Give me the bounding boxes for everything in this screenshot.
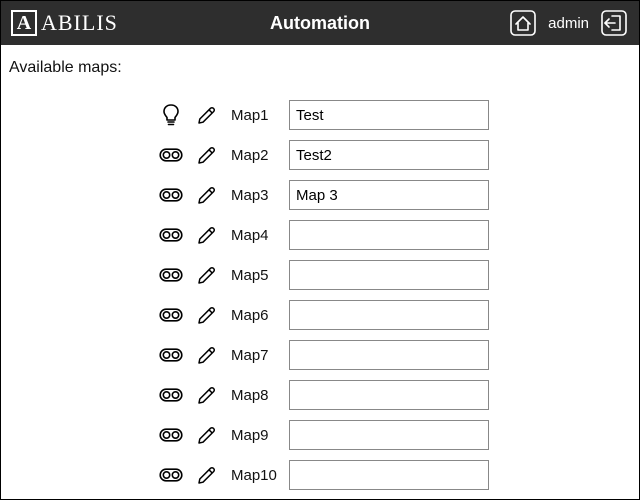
map-name-input[interactable]	[289, 340, 489, 370]
map-name-input[interactable]	[289, 260, 489, 290]
map-row: Map4	[159, 219, 631, 251]
map-name-input[interactable]	[289, 100, 489, 130]
map-name-input[interactable]	[289, 140, 489, 170]
logo-letter: A	[17, 13, 31, 33]
map-name-input[interactable]	[289, 420, 489, 450]
home-icon	[509, 9, 537, 37]
pencil-icon[interactable]	[195, 263, 219, 287]
toggle-icon[interactable]	[159, 303, 183, 327]
pencil-icon[interactable]	[195, 183, 219, 207]
map-label: Map7	[231, 347, 277, 364]
map-name-input[interactable]	[289, 180, 489, 210]
map-label: Map1	[231, 107, 277, 124]
map-label: Map9	[231, 427, 277, 444]
current-user: admin	[548, 15, 589, 32]
brand-name: ABILIS	[41, 10, 118, 36]
map-name-input[interactable]	[289, 460, 489, 490]
pencil-icon[interactable]	[195, 103, 219, 127]
map-row: Map8	[159, 379, 631, 411]
pencil-icon[interactable]	[195, 423, 219, 447]
toggle-icon[interactable]	[159, 463, 183, 487]
toggle-icon[interactable]	[159, 223, 183, 247]
map-name-input[interactable]	[289, 380, 489, 410]
logout-icon	[600, 9, 628, 37]
map-row: Map7	[159, 339, 631, 371]
toggle-icon[interactable]	[159, 423, 183, 447]
page-title: Automation	[270, 13, 370, 34]
pencil-icon[interactable]	[195, 383, 219, 407]
map-row: Map5	[159, 259, 631, 291]
pencil-icon[interactable]	[195, 303, 219, 327]
map-row: Map1	[159, 99, 631, 131]
map-label: Map10	[231, 467, 277, 484]
header-actions: admin	[508, 8, 629, 38]
map-row: Map6	[159, 299, 631, 331]
map-name-input[interactable]	[289, 300, 489, 330]
pencil-icon[interactable]	[195, 223, 219, 247]
pencil-icon[interactable]	[195, 143, 219, 167]
map-name-input[interactable]	[289, 220, 489, 250]
toggle-icon[interactable]	[159, 183, 183, 207]
map-row: Map2	[159, 139, 631, 171]
map-row: Map3	[159, 179, 631, 211]
home-button[interactable]	[508, 8, 538, 38]
toggle-icon[interactable]	[159, 383, 183, 407]
toggle-icon[interactable]	[159, 343, 183, 367]
logo-mark-icon: A	[11, 10, 37, 36]
maps-list: Map1 Map2 Map3 Map4 Map5 Map6 Map7 Map8 Map9 Map1…	[9, 99, 631, 491]
map-label: Map4	[231, 227, 277, 244]
toggle-icon[interactable]	[159, 263, 183, 287]
map-label: Map3	[231, 187, 277, 204]
map-label: Map6	[231, 307, 277, 324]
logout-button[interactable]	[599, 8, 629, 38]
content-area: Available maps: Map1 Map2 Map3 Map4 Map5 Map6…	[1, 45, 639, 499]
map-row: Map10	[159, 459, 631, 491]
bulb-icon[interactable]	[159, 103, 183, 127]
map-label: Map8	[231, 387, 277, 404]
pencil-icon[interactable]	[195, 343, 219, 367]
map-label: Map5	[231, 267, 277, 284]
map-row: Map9	[159, 419, 631, 451]
pencil-icon[interactable]	[195, 463, 219, 487]
toggle-icon[interactable]	[159, 143, 183, 167]
map-label: Map2	[231, 147, 277, 164]
app-header: A ABILIS Automation admin	[1, 1, 639, 45]
brand-logo[interactable]: A ABILIS	[11, 10, 118, 36]
section-heading: Available maps:	[9, 59, 631, 77]
